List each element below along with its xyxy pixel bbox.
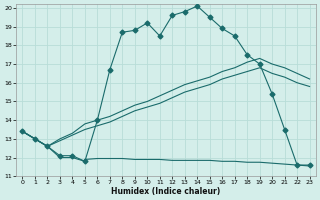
X-axis label: Humidex (Indice chaleur): Humidex (Indice chaleur) — [111, 187, 221, 196]
